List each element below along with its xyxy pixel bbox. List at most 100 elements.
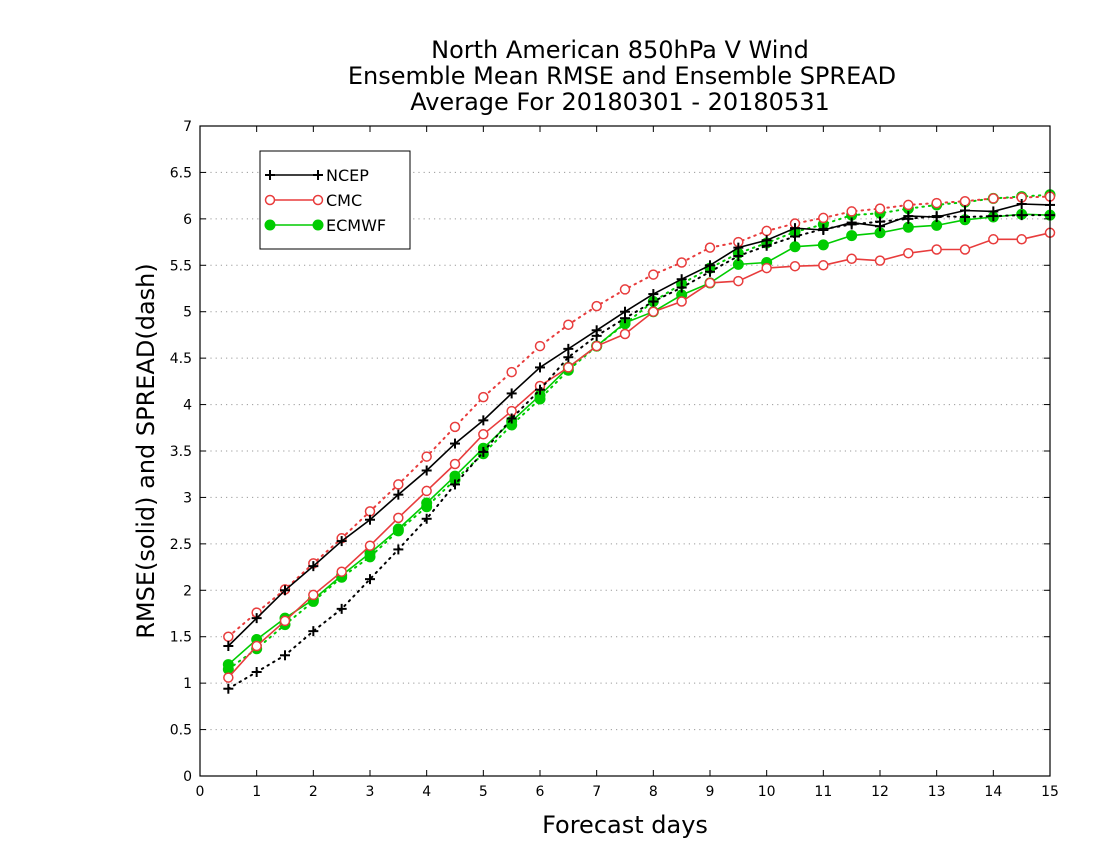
ncep-rmse-point bbox=[903, 211, 914, 222]
cmc-spread-point bbox=[988, 193, 999, 204]
ncep-rmse-point bbox=[535, 362, 545, 373]
cmc-rmse-point bbox=[336, 566, 347, 577]
cmc-rmse-point bbox=[733, 275, 744, 287]
cmc-spread-point bbox=[903, 199, 914, 211]
x-tick-label: 5 bbox=[479, 784, 488, 800]
cmc-rmse-point bbox=[223, 672, 234, 683]
y-tick-label: 0.5 bbox=[170, 723, 192, 739]
cmc-spread-point bbox=[761, 225, 772, 237]
ncep-rmse-point bbox=[223, 641, 234, 651]
grid-lines bbox=[200, 171, 1050, 731]
legend-marker bbox=[312, 194, 324, 206]
x-tick-label: 14 bbox=[984, 784, 1002, 800]
ncep-rmse-point bbox=[960, 205, 970, 216]
cmc-spread-point bbox=[449, 421, 461, 433]
ecmwf-spread-line bbox=[227, 193, 1051, 671]
ncep-rmse-point bbox=[478, 415, 489, 426]
x-tick-label: 6 bbox=[536, 784, 545, 800]
y-tick-label: 4 bbox=[183, 398, 192, 414]
cmc-rmse-point bbox=[364, 540, 376, 551]
x-tick-label: 10 bbox=[758, 784, 776, 800]
cmc-spread-point bbox=[223, 631, 234, 642]
x-tick-label: 8 bbox=[649, 784, 658, 800]
ncep-rmse-point bbox=[591, 325, 602, 336]
ecmwf-rmse-series bbox=[222, 208, 1056, 671]
legend-marker bbox=[264, 194, 276, 206]
cmc-rmse-point bbox=[251, 640, 262, 652]
title-line-3: Average For 20180301 - 20180531 bbox=[410, 88, 830, 116]
legend-marker bbox=[265, 170, 275, 180]
cmc-spread-point bbox=[676, 257, 687, 268]
cmc-spread-point bbox=[818, 212, 829, 224]
cmc-rmse-point bbox=[563, 362, 574, 373]
ncep-rmse-point bbox=[818, 225, 829, 235]
x-tick-label: 15 bbox=[1041, 784, 1059, 800]
legend-entry-ecmwf: ECMWF bbox=[264, 216, 386, 235]
ncep-spread-series bbox=[223, 210, 1055, 694]
ncep-rmse-point bbox=[365, 514, 375, 525]
x-axis-label: Forecast days bbox=[542, 811, 708, 839]
cmc-rmse-series bbox=[223, 227, 1056, 683]
title-line-2: Ensemble Mean RMSE and Ensemble SPREAD bbox=[348, 62, 896, 90]
ncep-rmse-point bbox=[790, 223, 800, 234]
ncep-spread-point bbox=[790, 231, 800, 242]
ncep-rmse-point bbox=[846, 217, 857, 228]
ncep-rmse-point bbox=[421, 465, 432, 476]
cmc-rmse-point bbox=[1016, 234, 1027, 245]
x-tick-label: 2 bbox=[309, 784, 318, 800]
y-tick-label: 3.5 bbox=[170, 444, 192, 460]
cmc-rmse-point bbox=[704, 277, 716, 289]
ncep-rmse-point bbox=[280, 585, 290, 596]
y-tick-label: 7 bbox=[183, 119, 192, 135]
legend: NCEP CMC ECMWF bbox=[259, 150, 411, 250]
cmc-spread-point bbox=[619, 284, 631, 295]
legend-marker bbox=[264, 219, 276, 231]
ncep-rmse-point bbox=[506, 388, 517, 399]
y-tick-label: 0 bbox=[183, 769, 192, 785]
cmc-spread-point bbox=[591, 300, 602, 312]
ncep-rmse-point bbox=[676, 274, 687, 285]
cmc-rmse-point bbox=[619, 328, 631, 340]
ncep-spread-point bbox=[308, 626, 319, 637]
ncep-spread-point bbox=[733, 251, 744, 261]
title-line-1: North American 850hPa V Wind bbox=[431, 36, 809, 64]
cmc-rmse-point bbox=[421, 485, 432, 497]
y-tick-label: 2 bbox=[183, 583, 192, 599]
ncep-rmse-point bbox=[648, 289, 659, 300]
legend-label: NCEP bbox=[326, 166, 369, 185]
ncep-spread-point bbox=[393, 544, 404, 555]
cmc-spread-point bbox=[421, 451, 432, 462]
ncep-rmse-point bbox=[393, 489, 404, 500]
cmc-spread-point bbox=[534, 340, 546, 352]
cmc-rmse-point bbox=[676, 296, 687, 307]
legend-label: ECMWF bbox=[326, 216, 386, 235]
x-tick-label: 4 bbox=[422, 784, 431, 800]
ncep-spread-point bbox=[535, 384, 545, 395]
ncep-spread-line bbox=[227, 214, 1051, 690]
cmc-rmse-point bbox=[874, 255, 886, 266]
ncep-spread-point bbox=[506, 413, 517, 424]
y-tick-label: 2.5 bbox=[170, 537, 192, 553]
ecmwf-rmse-point bbox=[846, 230, 858, 242]
ncep-rmse-point bbox=[875, 221, 885, 232]
ecmwf-rmse-point bbox=[222, 659, 234, 671]
cmc-rmse-point bbox=[478, 429, 489, 440]
ecmwf-rmse-point bbox=[392, 523, 404, 535]
chart-title: North American 850hPa V Wind Ensemble Me… bbox=[348, 36, 896, 116]
legend-marker bbox=[313, 170, 323, 180]
ncep-rmse-series bbox=[223, 199, 1055, 651]
ecmwf-rmse-point bbox=[817, 239, 829, 251]
cmc-spread-point bbox=[931, 197, 942, 209]
cmc-spread-point bbox=[478, 391, 489, 403]
y-axis-label: RMSE(solid) and SPREAD(dash) bbox=[132, 263, 160, 639]
ecmwf-rmse-point bbox=[421, 497, 433, 509]
ncep-rmse-line bbox=[227, 203, 1051, 647]
ncep-rmse-point bbox=[563, 343, 574, 354]
legend-entry-cmc: CMC bbox=[264, 191, 362, 210]
axes: 00.511.522.533.544.555.566.570 1 2 3 4 5 6 7 8 9 1… bbox=[170, 119, 1059, 800]
ncep-spread-point bbox=[563, 352, 574, 363]
x-tick-label: 11 bbox=[814, 784, 832, 800]
ncep-rmse-point bbox=[251, 613, 262, 624]
y-tick-label: 1.5 bbox=[170, 630, 192, 646]
